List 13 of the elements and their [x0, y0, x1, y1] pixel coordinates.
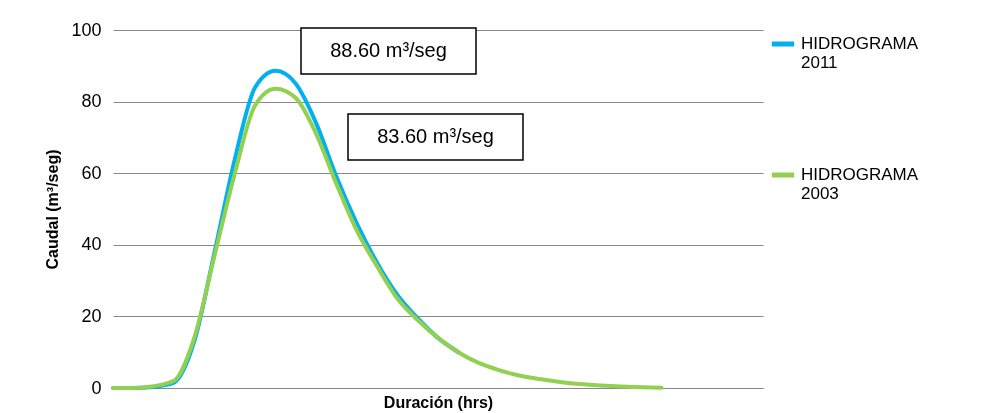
legend-label: HIDROGRAMA 2003	[801, 165, 919, 203]
y-tick-label: 0	[91, 377, 102, 398]
y-tick-label: 60	[81, 162, 102, 183]
x-axis-title: Duración (hrs)	[383, 393, 494, 411]
y-axis-title: Caudal (m³/seg)	[44, 149, 62, 270]
y-tick-label: 100	[71, 19, 102, 40]
legend-label: HIDROGRAMA 2011	[801, 34, 919, 72]
annotation: 88.60 m³/seg	[330, 39, 447, 61]
annotation: 83.60 m³/seg	[377, 125, 494, 147]
y-tick-label: 40	[81, 234, 102, 255]
y-tick-label: 80	[81, 91, 102, 112]
line-series	[111, 86, 664, 390]
y-tick-label: 20	[81, 305, 102, 326]
